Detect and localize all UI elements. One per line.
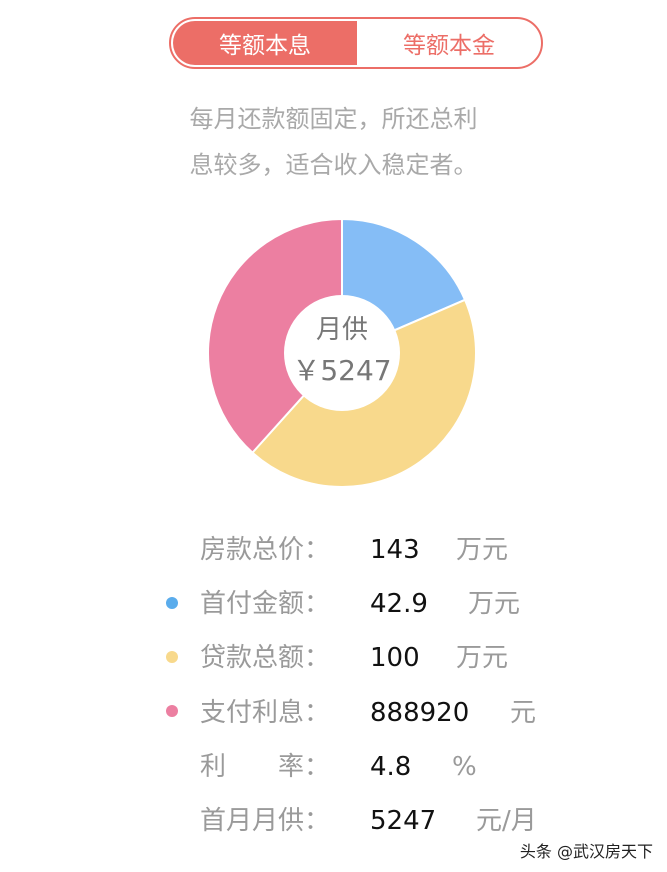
donut-hole [284, 295, 400, 411]
total-price-unit: 万元 [456, 535, 509, 565]
donut-slice-3 [207, 217, 343, 455]
total-price-value: 143 [370, 535, 420, 565]
down-payment-value: 42.9 [370, 589, 428, 619]
interest-legend-dot [166, 705, 178, 717]
loan-total-value: 100 [370, 643, 420, 673]
rate-value: 4.8 [370, 752, 412, 782]
first-month-payment-value: 5247 [370, 806, 437, 836]
loan-total-legend-dot [166, 651, 178, 663]
loan-total-label: 贷款总额： [200, 643, 331, 673]
loan-total-unit: 万元 [456, 643, 509, 673]
interest-label: 支付利息： [200, 698, 331, 728]
first-month-payment-unit: 元/月 [476, 806, 537, 836]
first-month-payment-label: 首月月供： [200, 806, 331, 836]
down-payment-label: 首付金额： [200, 589, 331, 619]
rate-unit: % [452, 752, 477, 782]
tab-equal-principal[interactable]: 等额本金 [403, 33, 495, 59]
tab-equal-installment[interactable]: 等额本息 [173, 21, 357, 65]
center-value: ￥5247 [292, 354, 391, 387]
method-description: 每月还款额固定，所还总利 息较多，适合收入稳定者。 [0, 96, 667, 188]
center-label: 月供 [316, 315, 368, 345]
interest-unit: 元 [510, 698, 537, 728]
description-line-2: 息较多，适合收入稳定者。 [189, 151, 478, 179]
watermark: 头条 @武汉房天下 [519, 842, 653, 861]
down-payment-unit: 万元 [468, 589, 521, 619]
rate-label: 利 率： [200, 752, 331, 782]
description-line-1: 每月还款额固定，所还总利 [189, 105, 478, 133]
payment-method-tabs: 等额本息 等额本金 [169, 17, 543, 69]
payment-donut-chart: 月供 ￥5247 [207, 217, 477, 488]
interest-value: 888920 [370, 698, 470, 728]
down-payment-legend-dot [166, 597, 178, 609]
total-price-label: 房款总价： [200, 535, 331, 565]
